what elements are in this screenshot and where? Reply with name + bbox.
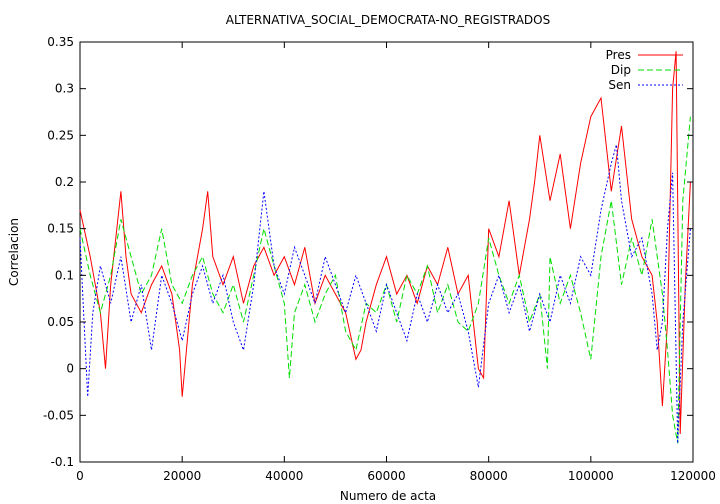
legend-label-sen: Sen xyxy=(608,78,631,92)
plot-frame xyxy=(79,41,694,463)
x-tick-label: 80000 xyxy=(470,469,508,483)
series-line-sen xyxy=(79,144,691,444)
y-tick-label: 0.3 xyxy=(55,82,74,96)
y-tick-label: 0.1 xyxy=(55,268,74,282)
y-tick-label: 0.25 xyxy=(47,128,74,142)
chart-title: ALTERNATIVA_SOCIAL_DEMOCRATA-NO_REGISTRA… xyxy=(226,13,550,27)
y-tick-label: 0.2 xyxy=(55,175,74,189)
x-tick-label: 60000 xyxy=(367,469,405,483)
legend-label-pres: Pres xyxy=(606,48,631,62)
x-tick-label: 100000 xyxy=(568,469,614,483)
series-line-dip xyxy=(79,116,691,444)
y-axis-label: Correlacion xyxy=(7,218,21,286)
y-tick-label: 0.05 xyxy=(47,315,74,329)
series-line-pres xyxy=(79,51,691,435)
y-tick-label: 0 xyxy=(66,362,74,376)
legend-label-dip: Dip xyxy=(611,63,631,77)
y-tick-label: 0.35 xyxy=(47,35,74,49)
x-tick-label: 0 xyxy=(76,469,84,483)
x-axis-label: Numero de acta xyxy=(340,489,436,503)
y-tick-label: 0.15 xyxy=(47,222,74,236)
x-tick-label: 20000 xyxy=(163,469,201,483)
x-tick-label: 120000 xyxy=(670,469,716,483)
y-tick-label: -0.1 xyxy=(51,455,74,469)
ticks-layer: 0 20000 40000 60000 80000 100000 120000 -0.1 -0.… xyxy=(43,35,716,483)
y-tick-label: -0.05 xyxy=(43,408,74,422)
x-tick-label: 40000 xyxy=(265,469,303,483)
series-layer xyxy=(79,51,691,444)
